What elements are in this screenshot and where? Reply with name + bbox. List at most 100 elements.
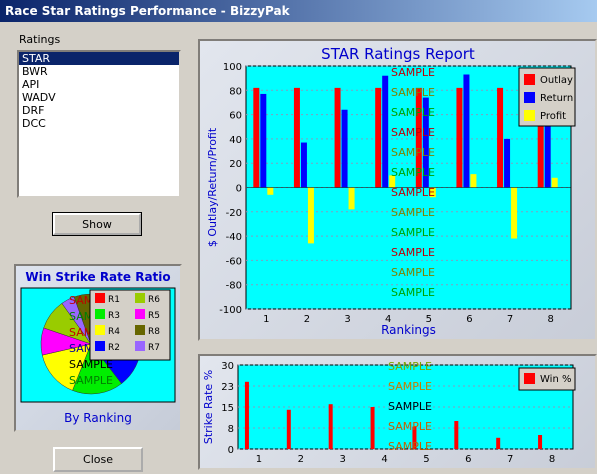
y-tick-label: -100 [219,305,242,316]
profit-bar [267,187,274,195]
ratings-item-wadv[interactable]: WADV [22,91,56,104]
return-bar [382,75,389,188]
return-bar [422,97,429,188]
x-tick-label: 7 [507,454,513,465]
ratings-label: Ratings [19,33,61,46]
watermark-text: SAMPLE [391,206,435,219]
pie-chart-svg: Win Strike Rate RatioSAMPLESAMPLESAMPLES… [20,270,176,425]
x-tick-label: 6 [466,314,472,325]
pie-slice [72,343,122,395]
window-title-bar: Race Star Ratings Performance - BizzyPak [0,0,597,22]
y-tick-label: 30 [221,361,234,372]
outlay-bar [375,87,382,188]
watermark-text: SAMPLE [391,66,435,79]
ratings-item-drf[interactable]: DRF [22,104,45,117]
y-tick-label: -80 [226,281,242,292]
legend-swatch [95,293,105,303]
profit-bar [389,175,396,188]
legend-label: Outlay [540,75,573,86]
legend-swatch [95,309,105,319]
win-rate-bar [328,404,333,449]
watermark-text: SAMPLE [391,186,435,199]
x-tick-label: 2 [304,314,310,325]
x-tick-label: 5 [423,454,429,465]
outlay-bar [456,87,463,188]
watermark-text: SAMPLE [388,420,432,433]
x-axis-label: Rankings [381,323,436,337]
legend-label: R8 [148,327,160,337]
x-tick-label: 7 [507,314,513,325]
ratings-listbox[interactable]: STAR BWR API WADV DRF DCC [17,50,181,198]
legend-label: R2 [108,343,120,353]
legend-swatch [524,92,535,103]
ratings-item-bwr[interactable]: BWR [22,65,48,78]
legend-swatch [135,325,145,335]
strike-rate-chart: 30 23 15 8 0 1 2 3 4 5 6 7 8 SAMPLE SAMPLE SAMPLE SAMPLE… [198,354,597,470]
x-tick-label: 4 [381,454,387,465]
pie-caption: By Ranking [64,411,132,425]
x-tick-label: 4 [385,314,391,325]
win-rate-bar [538,435,543,449]
legend-swatch [524,74,535,85]
ratings-item-dcc[interactable]: DCC [22,117,46,130]
legend-swatch [95,325,105,335]
return-bar [463,74,470,188]
pie-slice [41,343,92,391]
watermark-text: SAMPLE [388,440,432,453]
return-bar [341,109,348,188]
legend-label: Win % [540,374,571,385]
x-tick-label: 5 [426,314,432,325]
y-tick-label: 100 [223,62,242,73]
win-rate-bar [496,437,501,449]
return-bar [300,142,307,188]
legend-label: R7 [148,343,160,353]
chart-title: STAR Ratings Report [321,45,475,63]
y-tick-label: 80 [229,86,242,97]
y-tick-label: -40 [226,232,242,243]
profit-bar [348,187,355,210]
profit-bar [307,187,314,244]
y-axis-label: Strike Rate % [202,370,215,444]
profit-bar [470,174,477,188]
window-title: Race Star Ratings Performance - BizzyPak [5,4,290,18]
profit-bar [511,187,518,239]
ratings-report-chart: STAR Ratings Report 100 80 60 40 20 0 -20 -40 -60… [198,39,597,341]
y-axis-label: $ Outlay/Return/Profit [206,127,219,247]
legend-label: Return [540,93,573,104]
show-button[interactable]: Show [52,212,142,236]
watermark-text: SAMPLE [391,266,435,279]
ratings-item-star[interactable]: STAR [19,52,179,65]
legend-label: Profit [540,111,566,122]
outlay-bar [415,87,422,188]
outlay-bar [497,87,504,188]
close-button[interactable]: Close [53,447,143,472]
legend-swatch [135,293,145,303]
watermark-text: SAMPLE [391,226,435,239]
watermark-text: SAMPLE [69,374,113,387]
watermark-text: SAMPLE [391,86,435,99]
legend-swatch [135,309,145,319]
y-tick-label: 60 [229,111,242,122]
y-tick-label: 8 [228,424,234,435]
x-tick-label: 8 [548,314,554,325]
win-rate-bar [244,381,249,449]
win-rate-bar [370,407,375,449]
y-tick-label: 15 [221,403,234,414]
watermark-text: SAMPLE [391,146,435,159]
legend-swatch [524,373,535,384]
legend-label: R4 [108,327,120,337]
x-tick-label: 8 [549,454,555,465]
ratings-item-api[interactable]: API [22,78,40,91]
y-tick-label: 40 [229,135,242,146]
x-tick-label: 2 [298,454,304,465]
chart-title: Win Strike Rate Ratio [25,270,170,284]
legend-swatch [95,341,105,351]
y-tick-label: -60 [226,256,242,267]
watermark-text: SAMPLE [69,358,113,371]
watermark-text: SAMPLE [388,380,432,393]
profit-bar [551,177,558,188]
outlay-bar [253,87,260,188]
y-tick-label: 23 [221,382,234,393]
x-tick-label: 3 [344,314,350,325]
